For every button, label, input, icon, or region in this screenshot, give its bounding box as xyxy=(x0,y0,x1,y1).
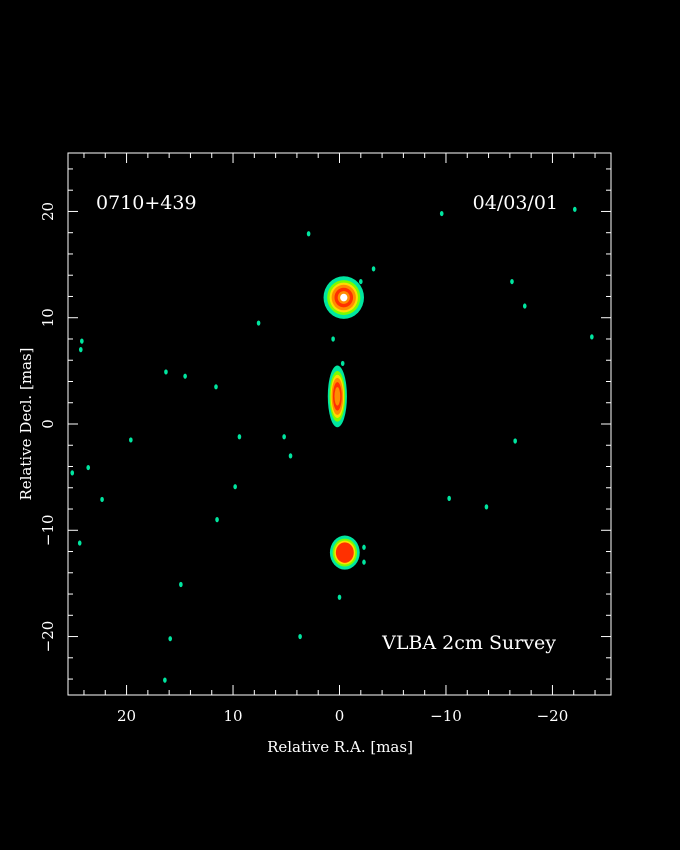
noise-spot xyxy=(371,266,376,272)
noise-spot xyxy=(179,581,183,588)
intensity-contour xyxy=(340,293,348,302)
noise-spot xyxy=(306,231,311,237)
noise-spot xyxy=(282,434,286,440)
noise-spot xyxy=(233,484,237,490)
noise-spot xyxy=(163,677,167,683)
noise-spot xyxy=(522,303,527,309)
noise-spot xyxy=(447,495,451,501)
noise-spot xyxy=(573,206,577,212)
noise-spot xyxy=(510,278,514,285)
noise-spot xyxy=(70,470,75,476)
noise-spot xyxy=(215,517,219,523)
intensity-contour xyxy=(335,542,354,563)
noise-spot xyxy=(362,544,366,550)
source-label: 0710+439 xyxy=(96,192,197,214)
x-tick-label: 10 xyxy=(223,707,242,725)
noise-spot xyxy=(164,369,168,375)
x-tick-label: 0 xyxy=(335,707,345,725)
y-tick-label: 0 xyxy=(39,419,57,429)
noise-spot xyxy=(513,438,517,444)
y-tick-label: −10 xyxy=(39,514,57,546)
noise-spot xyxy=(358,278,363,285)
noise-spot xyxy=(129,437,133,443)
x-tick-label: −10 xyxy=(430,707,462,725)
noise-spot xyxy=(183,373,187,379)
noise-spot xyxy=(80,338,84,344)
y-tick-label: 20 xyxy=(39,202,57,221)
intensity-contour xyxy=(334,387,341,406)
noise-spot xyxy=(78,347,83,353)
noise-spot xyxy=(86,464,91,471)
x-tick-label: 20 xyxy=(117,707,136,725)
x-axis-title: Relative R.A. [mas] xyxy=(267,738,413,756)
x-tick-label: −20 xyxy=(537,707,569,725)
noise-spot xyxy=(362,559,366,565)
noise-spot xyxy=(100,496,104,503)
noise-spot xyxy=(484,504,489,510)
y-tick-label: 10 xyxy=(39,308,57,327)
axis-ticks xyxy=(68,153,611,695)
date-label: 04/03/01 xyxy=(473,192,558,214)
tick-labels: 20 10 0 −10 −20 20 10 0 −10 −20 xyxy=(39,202,568,725)
noise-spot xyxy=(340,360,345,367)
y-tick-label: −20 xyxy=(39,621,57,653)
noise-spot xyxy=(439,210,444,217)
noise-spot xyxy=(298,633,302,640)
source-component xyxy=(327,365,347,428)
noise-spot xyxy=(337,594,342,600)
noise-spot xyxy=(331,336,335,342)
intensity-map xyxy=(70,206,594,683)
y-axis-title: Relative Decl. [mas] xyxy=(17,347,35,500)
noise-spot xyxy=(590,334,594,340)
source-component xyxy=(329,535,360,570)
noise-spot xyxy=(77,540,82,546)
noise-spot xyxy=(214,384,218,390)
survey-label: VLBA 2cm Survey xyxy=(381,632,556,654)
noise-spot xyxy=(237,434,242,440)
noise-spot xyxy=(168,636,173,642)
noise-spot xyxy=(256,320,261,326)
source-component xyxy=(323,276,364,319)
noise-spot xyxy=(288,453,293,459)
